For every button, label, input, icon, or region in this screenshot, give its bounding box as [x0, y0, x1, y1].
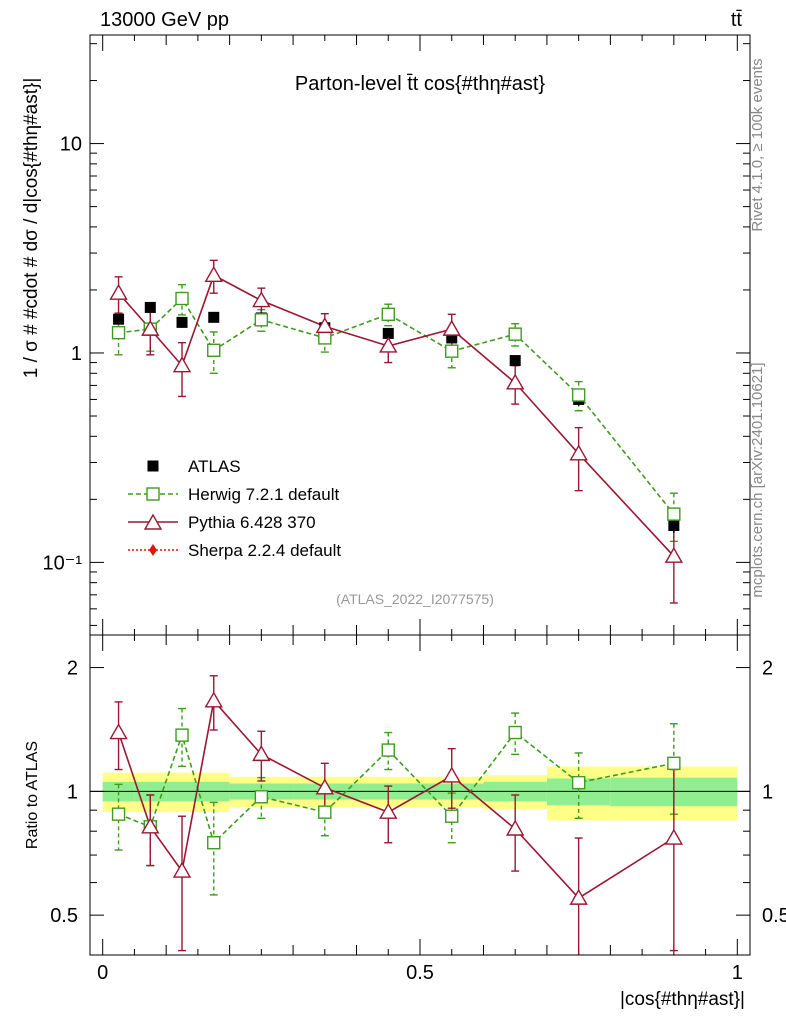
ratio-xtick-label: 1	[732, 962, 743, 984]
legend-label: Sherpa 2.2.4 default	[188, 541, 341, 560]
ratio-herwig-point	[508, 725, 522, 740]
herwig-point	[254, 313, 269, 327]
atlas-point	[446, 332, 458, 344]
atlas-point	[144, 301, 156, 313]
ratio-series-group	[109, 675, 684, 955]
ratio-herwig-point	[254, 790, 269, 804]
pythia-point	[442, 319, 461, 336]
herwig-point	[445, 344, 459, 358]
pythia-point	[141, 319, 160, 336]
herwig-point	[175, 291, 189, 306]
main-ytick-label: 10⁻¹	[43, 552, 83, 574]
main-series-group	[109, 259, 684, 604]
ratio-pythia-point	[664, 828, 684, 845]
ratio-ytick-label-right: 0.5	[762, 905, 786, 927]
main-y-axis-label: 1 / σ # #cdot # dσ / d|cos{#thη#ast}|	[21, 78, 42, 379]
analysis-tag: (ATLAS_2022_I2077575)	[336, 591, 494, 607]
legend: ATLAS Herwig 7.2.1 default Pythia 6.428 37…	[128, 457, 341, 560]
atlas-point	[382, 327, 394, 339]
ratio-pythia-point	[315, 778, 335, 795]
pythia-point	[252, 291, 271, 308]
herwig-point	[571, 388, 586, 402]
ratio-xtick-label: 0	[97, 962, 108, 984]
ratio-pythia-point	[252, 744, 271, 762]
legend-sherpa-marker	[149, 544, 157, 556]
herwig-line	[118, 297, 675, 515]
herwig-point	[381, 307, 395, 322]
legend-herwig-marker	[146, 487, 160, 501]
mcplots-label: mcplots.cern.ch [arXiv:2401.10621]	[749, 362, 766, 597]
ratio-ytick-label: 2	[67, 658, 78, 680]
ratio-ytick-label: 0.5	[50, 905, 78, 927]
pythia-point	[204, 265, 223, 282]
chart-title: Parton-level t̄t cos{#thη#ast}	[295, 73, 545, 95]
ratio-herwig-point	[207, 836, 221, 850]
ratio-pythia-point	[379, 802, 398, 819]
pythia-point	[664, 546, 684, 563]
main-panel: 10⁻¹ 1 10 Parton-level t̄t cos{#thη#ast} (…	[21, 34, 751, 636]
pythia-point	[109, 283, 128, 300]
atlas-point	[176, 316, 188, 328]
legend-label: ATLAS	[188, 457, 241, 476]
ratio-herwig-point	[571, 775, 586, 790]
ratio-pythia-point	[172, 861, 192, 878]
herwig-point	[508, 327, 522, 341]
herwig-point	[111, 325, 126, 340]
pythia-point	[315, 316, 335, 334]
legend-pythia-marker	[143, 513, 163, 530]
ratio-pythia-point	[141, 817, 160, 834]
atlas-point	[668, 520, 680, 532]
ratio-axis-ticks	[90, 635, 750, 956]
herwig-point	[667, 507, 681, 521]
ratio-herwig-point	[381, 743, 395, 757]
header-process: tt̄	[731, 9, 743, 31]
ratio-ytick-label: 1	[67, 781, 78, 803]
x-axis-label: |cos{#thη#ast}|	[620, 989, 745, 1010]
legend-atlas-marker	[147, 460, 159, 472]
ratio-panel: 0.5 0.51 12 2 0 0.5 1 Ratio to ATLAS |cos{#th…	[24, 634, 786, 1010]
ratio-herwig-point	[175, 728, 189, 742]
ratio-herwig-line	[118, 731, 674, 845]
pythia-point	[569, 444, 588, 461]
atlas-point	[509, 355, 521, 367]
ratio-xtick-label: 0.5	[406, 962, 434, 984]
herwig-point	[318, 331, 332, 345]
legend-label: Herwig 7.2.1 default	[188, 485, 339, 504]
main-ytick-label: 10	[60, 134, 82, 156]
pythia-point	[379, 336, 398, 353]
pythia-point	[172, 356, 192, 373]
ratio-pythia-point	[505, 819, 525, 836]
legend-label: Pythia 6.428 370	[188, 513, 316, 532]
ratio-herwig-point	[445, 809, 459, 823]
ratio-herwig-point	[318, 805, 332, 819]
ratio-ytick-label-right: 2	[762, 658, 773, 680]
ratio-pythia-point	[442, 766, 461, 783]
main-ytick-labels: 10⁻¹ 1 10	[43, 134, 83, 575]
atlas-point	[113, 313, 125, 325]
pythia-point	[505, 373, 525, 390]
ratio-frame	[89, 634, 751, 956]
ratio-y-axis-label: Ratio to ATLAS	[24, 741, 41, 849]
main-ytick-label: 1	[71, 343, 82, 365]
ratio-pythia-point	[109, 723, 128, 740]
rivet-label: Rivet 4.1.0, ≥ 100k events	[749, 58, 766, 231]
ratio-herwig-point	[667, 756, 681, 771]
ratio-ytick-labels: 0.5 0.5 1 1 2 2	[50, 658, 786, 928]
ratio-pythia-point	[204, 691, 223, 708]
main-axis-ticks	[90, 35, 750, 635]
herwig-point	[207, 343, 221, 357]
ratio-xtick-labels: 0 0.5 1	[97, 962, 743, 984]
ratio-pythia-point	[569, 888, 588, 905]
ratio-herwig-point	[111, 807, 126, 821]
header-energy: 13000 GeV pp	[100, 9, 229, 31]
atlas-point	[208, 311, 220, 323]
ratio-ytick-label-right: 1	[762, 781, 773, 803]
